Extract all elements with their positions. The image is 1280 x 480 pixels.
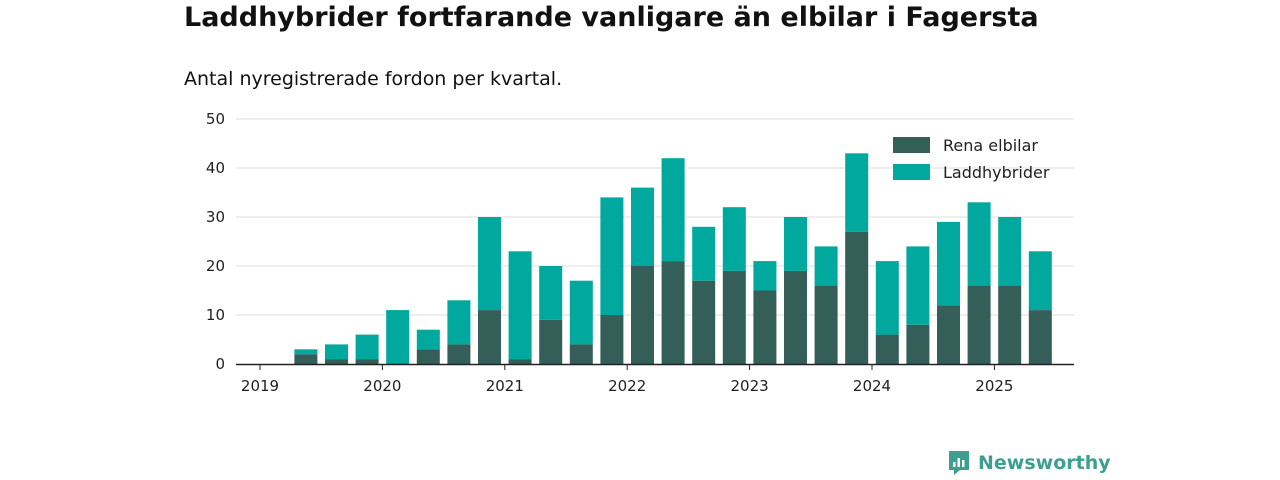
y-tick-label: 50 bbox=[206, 110, 225, 128]
x-tick-label: 2024 bbox=[853, 377, 891, 395]
bar-laddhybrider bbox=[875, 261, 899, 335]
gridlines bbox=[236, 118, 1074, 316]
bar-laddhybrider bbox=[600, 197, 624, 315]
legend-label: Laddhybrider bbox=[943, 163, 1050, 182]
bar-rena-elbilar bbox=[600, 315, 624, 364]
bar-laddhybrider bbox=[998, 217, 1022, 286]
x-tick-label: 2023 bbox=[731, 377, 769, 395]
bar-rena-elbilar bbox=[631, 266, 654, 364]
bar-laddhybrider bbox=[569, 280, 593, 345]
x-tick-label: 2020 bbox=[363, 377, 401, 395]
bar-laddhybrider bbox=[416, 329, 440, 350]
bar-rena-elbilar bbox=[814, 285, 838, 364]
legend-label: Rena elbilar bbox=[943, 136, 1038, 155]
newsworthy-logo-icon bbox=[949, 451, 969, 475]
bar-rena-elbilar bbox=[784, 270, 807, 364]
x-tick-label: 2022 bbox=[608, 377, 646, 395]
bar-laddhybrider bbox=[386, 310, 410, 364]
bar-laddhybrider bbox=[753, 261, 777, 291]
bar-laddhybrider bbox=[845, 153, 869, 232]
bar-laddhybrider bbox=[508, 251, 532, 360]
x-axis: 2019 2020 2021 2022 2023 2024 2025 bbox=[236, 363, 1074, 395]
bar-rena-elbilar bbox=[845, 231, 869, 364]
bar-rena-elbilar bbox=[355, 359, 379, 364]
bar-rena-elbilar bbox=[478, 310, 501, 364]
bar-rena-elbilar bbox=[753, 290, 777, 364]
bar-laddhybrider bbox=[294, 349, 318, 355]
bar-laddhybrider bbox=[722, 207, 746, 271]
bar-rena-elbilar bbox=[692, 280, 716, 364]
bar-rena-elbilar bbox=[967, 285, 991, 364]
bar-laddhybrider bbox=[906, 246, 930, 325]
bar-rena-elbilar bbox=[998, 285, 1022, 364]
bars bbox=[294, 153, 1052, 364]
bar-rena-elbilar bbox=[722, 270, 746, 364]
legend-swatch bbox=[893, 137, 930, 153]
bar-laddhybrider bbox=[539, 266, 563, 320]
bar-rena-elbilar bbox=[416, 349, 440, 364]
bar-rena-elbilar bbox=[447, 344, 471, 364]
y-axis-ticks: 0 10 20 30 40 50 bbox=[206, 110, 225, 373]
bar-laddhybrider bbox=[355, 334, 379, 360]
bar-laddhybrider bbox=[937, 221, 960, 306]
bar-laddhybrider bbox=[1028, 251, 1052, 311]
bar-rena-elbilar bbox=[294, 354, 318, 364]
newsworthy-logo: Newsworthy bbox=[948, 450, 1111, 476]
bar-laddhybrider bbox=[325, 344, 348, 360]
bar-laddhybrider bbox=[814, 246, 838, 286]
bar-rena-elbilar bbox=[661, 261, 685, 364]
legend-swatch bbox=[893, 164, 930, 180]
bar-laddhybrider bbox=[784, 217, 807, 271]
bar-laddhybrider bbox=[478, 217, 501, 311]
bar-rena-elbilar bbox=[569, 344, 593, 364]
bar-rena-elbilar bbox=[906, 324, 930, 364]
legend: Rena elbilar Laddhybrider bbox=[893, 136, 1050, 182]
chart-subtitle: Antal nyregistrerade fordon per kvartal. bbox=[184, 68, 563, 90]
y-tick-label: 40 bbox=[206, 159, 225, 177]
y-tick-label: 30 bbox=[206, 208, 225, 226]
bar-laddhybrider bbox=[631, 187, 654, 266]
y-tick-label: 20 bbox=[206, 257, 225, 275]
bar-rena-elbilar bbox=[325, 359, 348, 364]
bar-rena-elbilar bbox=[1028, 310, 1052, 364]
chart-title: Laddhybrider fortfarande vanligare än el… bbox=[184, 2, 1039, 33]
x-tick-label: 2019 bbox=[241, 377, 279, 395]
bar-laddhybrider bbox=[967, 202, 991, 286]
bar-laddhybrider bbox=[692, 226, 716, 281]
y-tick-label: 10 bbox=[206, 306, 225, 324]
bar-rena-elbilar bbox=[875, 334, 899, 364]
bar-laddhybrider bbox=[661, 158, 685, 262]
bar-rena-elbilar bbox=[937, 305, 960, 364]
bar-laddhybrider bbox=[447, 300, 471, 345]
bar-rena-elbilar bbox=[539, 319, 563, 364]
brand-name: Newsworthy bbox=[978, 452, 1111, 474]
x-tick-label: 2021 bbox=[486, 377, 524, 395]
x-tick-label: 2025 bbox=[975, 377, 1013, 395]
y-tick-label: 0 bbox=[215, 355, 225, 373]
bar-rena-elbilar bbox=[508, 359, 532, 364]
